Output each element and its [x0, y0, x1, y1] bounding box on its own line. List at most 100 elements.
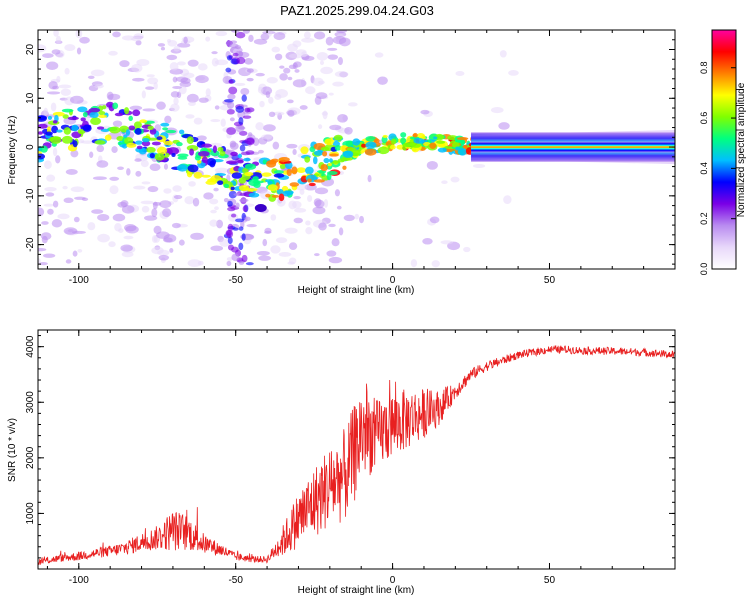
spectrogram-noise-blob: [232, 227, 239, 231]
spectrogram-noise-blob: [175, 76, 189, 83]
spectrogram-noise-blob: [50, 102, 57, 112]
spectrogram-noise-blob: [293, 217, 303, 224]
spectrogram-ridge-blob: [177, 153, 189, 158]
spectrogram-noise-blob: [97, 214, 110, 221]
spectrogram-noise-blob: [503, 195, 512, 205]
spectrogram-ridge-blob: [304, 156, 311, 163]
spectrogram-noise-blob: [97, 233, 110, 243]
spectrogram-ridge-blob: [412, 132, 418, 138]
spectrogram-ridge-blob: [197, 160, 202, 164]
spectrogram-ridge-blob: [456, 136, 469, 141]
spectrogram-noise-blob: [147, 185, 159, 193]
spectrogram-noise-blob: [226, 127, 237, 135]
spectrogram-noise-blob: [205, 88, 211, 97]
spectrogram-noise-blob: [229, 117, 235, 122]
spectrogram-ridge-blob: [451, 141, 460, 148]
spectrogram-ytick-label: -20: [25, 237, 36, 252]
spectrogram-noise-blob: [166, 54, 178, 61]
spectrogram-noise-blob: [79, 36, 90, 44]
spectrogram-noise-blob: [214, 206, 219, 211]
spectrogram-noise-blob: [151, 246, 164, 255]
spectrogram-ridge-blob: [400, 137, 407, 145]
spectrogram-noise-blob: [354, 213, 360, 220]
spectrogram-noise-blob: [46, 91, 61, 95]
spectrogram-noise-blob: [44, 186, 57, 192]
snr-ylabel: SNR (10 * v/v): [7, 418, 18, 482]
spectrogram-noise-blob: [210, 119, 221, 123]
spectrogram-ridge-blob: [134, 128, 142, 135]
spectrogram-ridge-blob: [133, 121, 142, 129]
spectrogram-noise-blob: [117, 166, 124, 170]
spectrogram-noise-blob: [238, 261, 245, 265]
spectrogram-ridge-blob: [217, 180, 224, 186]
spectrogram-noise-blob: [64, 44, 76, 52]
spectrogram-ridge-blob: [271, 194, 280, 198]
spectrogram-noise-blob: [149, 163, 161, 171]
spectrogram-noise-blob: [169, 62, 179, 71]
spectrogram-noise-blob: [195, 75, 209, 84]
spectrogram-ridge-blob: [149, 153, 155, 159]
spectrogram-ridge-blob: [296, 167, 307, 174]
spectrogram-noise-blob: [284, 227, 298, 234]
spectrogram-noise-blob: [57, 213, 70, 220]
spectrogram-noise-blob: [337, 114, 348, 123]
spectrogram-ridge-blob: [308, 182, 316, 187]
spectrogram-noise-blob: [247, 132, 253, 137]
spectrogram-noise-blob: [43, 107, 49, 117]
spectrogram-noise-blob: [334, 71, 349, 78]
spectrogram-noise-blob: [210, 245, 224, 252]
spectrogram-ridge-blob: [72, 140, 78, 148]
spectrogram-ridge-blob: [125, 129, 131, 136]
spectrogram-noise-blob: [268, 111, 276, 118]
spectrogram-frame: [37, 29, 676, 270]
spectrogram-noise-blob: [279, 65, 285, 69]
spectrogram-noise-blob: [55, 35, 62, 45]
spectrogram-ridge-blob: [124, 137, 134, 145]
spectrogram-ridge-blob: [237, 153, 243, 159]
spectrogram-noise-blob: [64, 67, 70, 75]
spectrogram-noise-blob: [426, 161, 438, 170]
spectrogram-noise-blob: [377, 76, 388, 85]
spectrogram-noise-blob: [227, 236, 233, 245]
spectrogram-ridge-blob: [121, 143, 128, 149]
spectrogram-noise-blob: [320, 66, 333, 75]
spectrogram-noise-blob: [239, 130, 248, 136]
spectrogram-noise-blob: [145, 86, 155, 90]
spectrogram-ytick-label: 20: [25, 44, 36, 56]
spectrogram-noise-blob: [172, 76, 178, 83]
spectrogram-noise-blob: [214, 105, 220, 110]
spectrogram-ridge-blob: [248, 192, 260, 198]
spectrogram-noise-blob: [268, 96, 274, 104]
spectrogram-noise-blob: [303, 31, 311, 39]
spectrogram-noise-blob: [463, 246, 471, 253]
spectrogram-ridge-core: [471, 141, 675, 153]
spectrogram-noise-blob: [410, 259, 418, 268]
spectrogram-noise-blob: [41, 221, 49, 225]
spectrogram-noise-blob: [275, 89, 288, 98]
spectrogram-noise-blob: [187, 59, 199, 67]
spectrogram-ridge-blob: [198, 151, 210, 157]
spectrogram-ridge-blob: [248, 178, 260, 187]
spectrogram-ridge-blob: [47, 115, 53, 120]
spectrogram-noise-blob: [96, 160, 109, 168]
spectrogram-noise-blob: [226, 108, 235, 115]
spectrogram-ridge-blob: [436, 140, 446, 144]
spectrogram-ridge-blob: [82, 124, 92, 132]
spectrogram-noise-blob: [38, 44, 47, 53]
spectrogram-noise-blob: [77, 248, 83, 253]
spectrogram-noise-blob: [307, 194, 313, 202]
spectrogram-noise-blob: [326, 250, 337, 257]
snr-xtick-label: -100: [69, 575, 89, 586]
spectrogram-noise-blob: [72, 230, 86, 234]
spectrogram-noise-blob: [259, 100, 265, 108]
spectrogram-noise-blob: [294, 69, 300, 73]
spectrogram-xtick-label: -50: [228, 275, 243, 286]
spectrogram-noise-blob: [42, 53, 54, 59]
spectrogram-noise-blob: [96, 144, 105, 153]
spectrogram-ridge-blob: [313, 150, 324, 156]
spectrogram-ridge-blob: [163, 140, 173, 146]
spectrogram-noise-blob: [450, 176, 460, 183]
spectrogram-noise-blob: [255, 122, 264, 131]
spectrogram-ridge-blob: [187, 164, 199, 173]
spectrogram-noise-blob: [38, 258, 41, 265]
